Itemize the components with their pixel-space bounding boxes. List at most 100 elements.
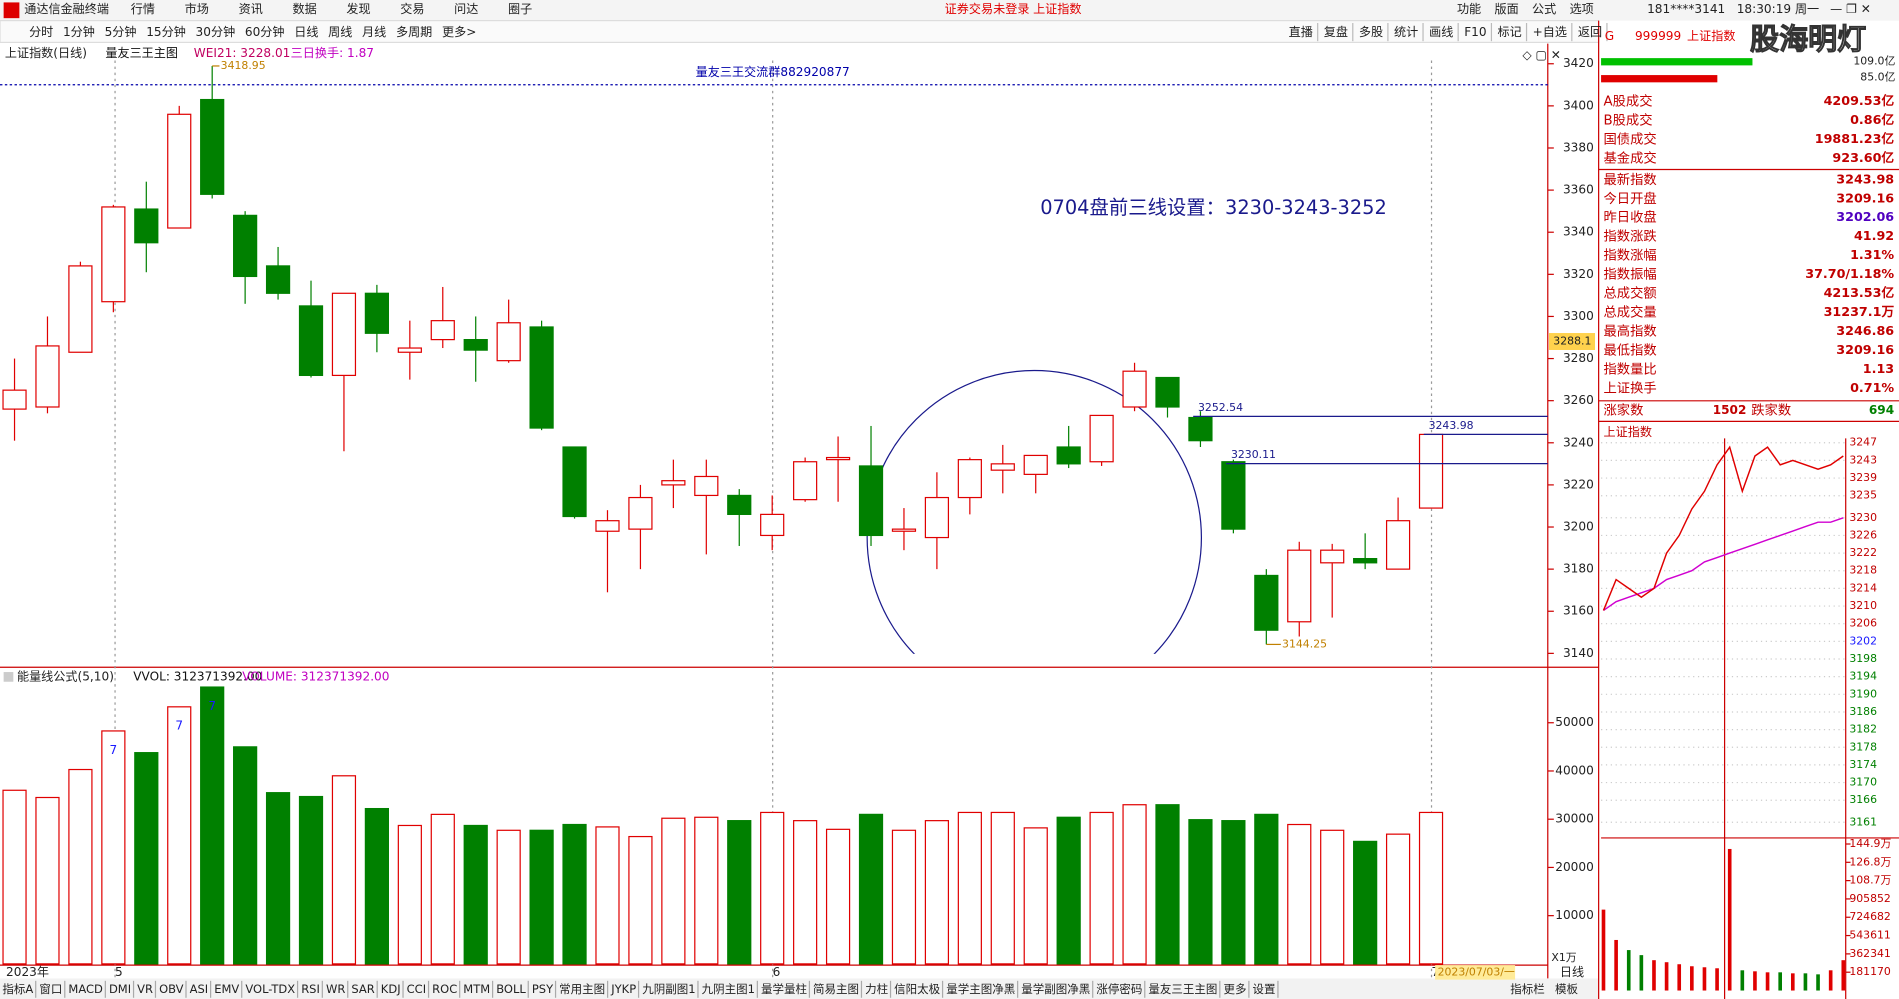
indicator-tab[interactable]: ASI <box>190 982 209 996</box>
y-tick-label: 3186 <box>1849 705 1877 718</box>
template-tab[interactable]: 模板 <box>1555 982 1579 996</box>
y-tick-label: 3160 <box>1563 604 1594 618</box>
group-annotation: 量友三王交流群882920877 <box>696 64 850 79</box>
quote-label: 指数涨跌 <box>1603 229 1656 245</box>
period-tab[interactable]: 日线 <box>294 25 318 39</box>
candle-body <box>628 496 653 530</box>
tool-button[interactable]: 标记 <box>1497 25 1521 39</box>
intraday-volume-bar <box>1740 970 1745 991</box>
y-tick-label: 3210 <box>1849 599 1877 612</box>
candle-body <box>397 347 422 353</box>
y-tick-label: 3420 <box>1563 56 1594 70</box>
indicator-tab[interactable]: 九阴副图1 <box>642 982 695 996</box>
indicator-tab[interactable]: MACD <box>68 982 103 996</box>
tool-button[interactable]: 复盘 <box>1324 24 1348 39</box>
menu-item[interactable]: 发现 <box>346 1 370 16</box>
candle-body <box>463 339 488 351</box>
tool-button[interactable]: 统计 <box>1394 25 1418 39</box>
candle-body <box>858 465 884 537</box>
period-tab[interactable]: 15分钟 <box>146 24 186 39</box>
period-tab[interactable]: 分时 <box>29 25 53 39</box>
volume-bar <box>825 828 851 965</box>
menu-item[interactable]: 功能 <box>1457 2 1481 16</box>
period-tab[interactable]: 1分钟 <box>63 24 95 39</box>
indicator-tab[interactable]: KDJ <box>381 982 401 996</box>
menu-item[interactable]: 公式 <box>1532 2 1556 16</box>
indicator-tab[interactable]: 简易主图 <box>813 982 859 996</box>
indicator-tab[interactable]: DMI <box>109 982 131 996</box>
period-tab[interactable]: 周线 <box>328 25 352 39</box>
y-tick-label: 3214 <box>1849 581 1877 594</box>
candle-body <box>35 345 60 408</box>
indicator-tab[interactable]: MTM <box>463 982 490 996</box>
indicator-tab[interactable]: VOL-TDX <box>245 982 295 996</box>
period-tab[interactable]: 月线 <box>362 25 386 39</box>
indicator-tab[interactable]: 涨停密码 <box>1096 982 1142 996</box>
indicator-bar[interactable]: 指标栏 <box>1510 982 1545 996</box>
tool-button[interactable]: +自选 <box>1533 25 1567 39</box>
intraday-volume-bar <box>1753 971 1757 991</box>
indicator-tab[interactable]: 指标A <box>2 982 33 996</box>
indicator-tab[interactable]: RSI <box>301 982 320 996</box>
tool-button[interactable]: 直播 <box>1289 25 1313 39</box>
y-tick-label: 3226 <box>1849 528 1877 541</box>
volume-bar <box>1122 804 1147 965</box>
indicator-tab[interactable]: 量友三王主图 <box>1148 982 1217 996</box>
candle-body <box>1122 370 1147 408</box>
indicator-tab[interactable]: OBV <box>159 982 184 996</box>
y-tick-label: 3360 <box>1563 183 1594 197</box>
indicator-tab[interactable]: 量学量柱 <box>761 982 808 996</box>
period-tab[interactable]: 60分钟 <box>245 24 285 39</box>
period-tab[interactable]: 更多> <box>442 25 476 39</box>
sell-volume: 85.0亿 <box>1860 70 1895 83</box>
level-label: 3243.98 <box>1429 419 1474 432</box>
volume-bar <box>727 820 752 965</box>
indicator-tab[interactable]: 量学主图净黑 <box>946 982 1015 996</box>
menu-item[interactable]: 行情 <box>131 2 155 16</box>
menu-item[interactable]: 问达 <box>454 2 478 16</box>
period-tab[interactable]: 多周期 <box>396 25 432 39</box>
quote-value: 3209.16 <box>1836 342 1894 357</box>
window-buttons[interactable]: — ❐ ✕ <box>1830 2 1871 16</box>
tool-button[interactable]: F10 <box>1464 25 1486 39</box>
indicator-tab[interactable]: 信阳太极 <box>894 982 941 996</box>
indicator-tab[interactable]: CCI <box>407 982 426 996</box>
indicator-tab[interactable]: VR <box>137 982 153 996</box>
intraday-volume-bar <box>1727 848 1732 991</box>
menu-item[interactable]: 交易 <box>400 1 424 16</box>
y2-tick-label: 144.9万 <box>1849 837 1891 850</box>
indicator-tab[interactable]: 常用主图 <box>559 982 605 996</box>
period-tab[interactable]: 30分钟 <box>196 24 236 39</box>
quote-value: 3202.06 <box>1836 209 1894 224</box>
menu-item[interactable]: 圈子 <box>508 2 532 16</box>
indicator-tab[interactable]: EMV <box>214 982 239 996</box>
menu-item[interactable]: 市场 <box>185 1 209 16</box>
menu-item[interactable]: 资讯 <box>239 2 263 16</box>
menu-item[interactable]: 数据 <box>292 1 316 16</box>
indicator-tab[interactable]: 九阴主图1 <box>702 982 755 996</box>
indicator-tab[interactable]: PSY <box>532 982 554 996</box>
period-tab[interactable]: 5分钟 <box>105 24 137 39</box>
indicator-tab[interactable]: ROC <box>432 982 457 996</box>
indicator-tab[interactable]: BOLL <box>496 982 526 996</box>
indicator-tab[interactable]: SAR <box>351 982 374 996</box>
indicator-tab[interactable]: 设置 <box>1253 982 1276 996</box>
tool-button[interactable]: 画线 <box>1429 25 1453 39</box>
volume-bar <box>167 706 192 965</box>
indicator-tab[interactable]: WR <box>326 982 345 996</box>
date-label: 2023/07/03/一 <box>1438 965 1515 978</box>
quote-label: 国债成交 <box>1603 130 1656 147</box>
indicator-tab[interactable]: JYKP <box>610 982 636 996</box>
tab-bar <box>0 978 1599 999</box>
tool-button[interactable]: 返回 <box>1578 25 1602 39</box>
intraday-volume-bar <box>1652 960 1656 991</box>
menu-item[interactable]: 版面 <box>1494 2 1518 16</box>
unit-label: X1万 <box>1551 951 1576 964</box>
indicator-tab[interactable]: 量学副图净黑 <box>1021 982 1090 996</box>
menu-item[interactable]: 选项 <box>1570 2 1594 16</box>
indicator-tab[interactable]: 力柱 <box>865 982 889 996</box>
tool-button[interactable]: 多股 <box>1359 25 1383 39</box>
panel-buttons[interactable]: ◇ ▢ ✕ <box>1522 48 1561 62</box>
indicator-tab[interactable]: 更多 <box>1223 982 1246 996</box>
indicator-tab[interactable]: 窗口 <box>39 982 62 996</box>
